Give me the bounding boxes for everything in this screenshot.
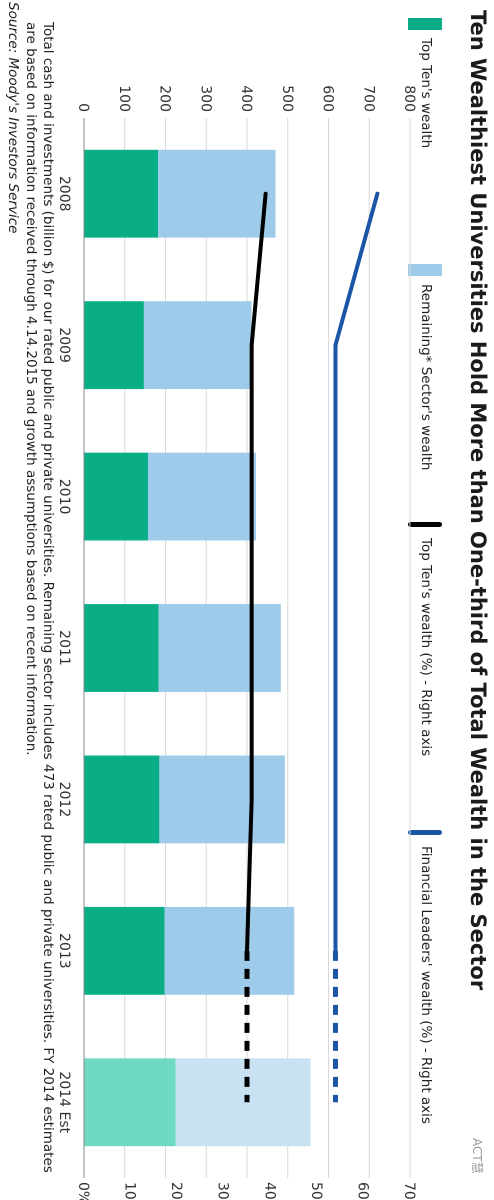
left-axis-tick-label: 200 — [157, 85, 173, 112]
left-axis-tick-label: 400 — [238, 85, 254, 112]
category-label: 2010 — [56, 479, 72, 515]
bar-top-ten — [84, 149, 159, 238]
bar-top-ten — [84, 755, 160, 844]
right-axis-tick-label: 60% — [354, 1182, 370, 1200]
chart-footnote: Total cash and investments (billion $) f… — [23, 22, 56, 1173]
bar-remaining — [158, 149, 276, 238]
left-axis-tick-label: 100 — [116, 85, 132, 112]
category-label: 2013 — [56, 933, 72, 969]
bar-remaining — [147, 452, 256, 541]
bar-top-ten — [84, 906, 165, 995]
right-axis-tick-label: 50% — [308, 1182, 324, 1200]
chart-source: Source: Moody's Investors Service — [5, 2, 21, 234]
left-axis-tick-label: 800 — [401, 85, 417, 112]
left-axis-tick-label: 700 — [360, 85, 376, 112]
bar-remaining — [158, 604, 281, 692]
left-axis-tick-label: 0 — [75, 103, 91, 112]
right-axis-tick-label: 40% — [261, 1182, 277, 1200]
bar-remaining — [175, 1058, 311, 1147]
left-axis-tick-label: 300 — [197, 85, 213, 112]
category-label: 2009 — [56, 327, 72, 363]
right-axis-tick-label: 20% — [168, 1182, 184, 1200]
watermark: ACT慧 — [470, 1138, 484, 1174]
line-leaders-pct-solid — [333, 191, 380, 953]
category-label: 2011 — [56, 630, 72, 666]
bar-top-ten — [84, 452, 148, 541]
right-axis-tick-label: 0% — [75, 1182, 91, 1200]
category-label: 2014 Est — [56, 1071, 72, 1133]
left-axis-tick-label: 500 — [279, 85, 295, 112]
bar-remaining — [143, 301, 252, 390]
bar-top-ten — [84, 604, 159, 692]
bar-top-ten — [83, 301, 144, 390]
left-axis-tick-label: 600 — [320, 85, 336, 112]
category-label: 2008 — [56, 176, 72, 212]
bar-remaining — [164, 906, 295, 995]
right-axis-tick-label: 10% — [122, 1182, 138, 1200]
category-label: 2012 — [56, 782, 72, 818]
bar-top-ten — [84, 1058, 176, 1147]
line-top-ten-pct-solid — [245, 191, 268, 953]
right-axis-tick-label: 70% — [401, 1182, 417, 1200]
bar-remaining — [159, 755, 285, 844]
right-axis-tick-label: 30% — [215, 1182, 231, 1200]
